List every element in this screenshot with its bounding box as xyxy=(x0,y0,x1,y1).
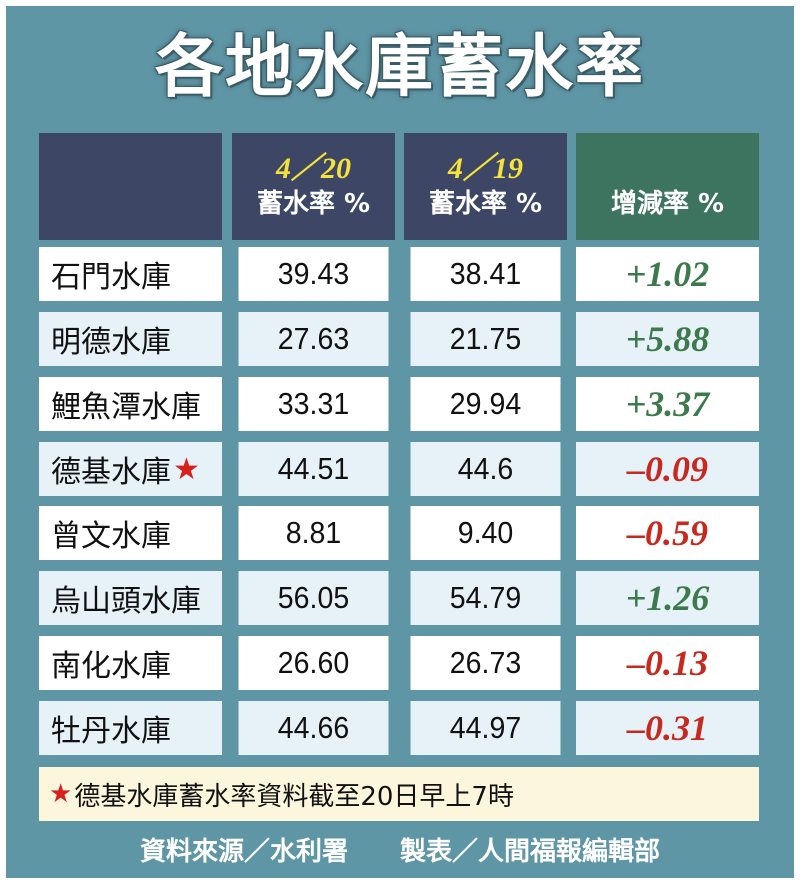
table-row-name: 烏山頭水庫 xyxy=(39,571,222,625)
table-cell-delta: +5.88 xyxy=(576,312,759,366)
table-cell-rate-0419: 21.75 xyxy=(410,312,561,366)
header-rate-label-1: 蓄水率 % xyxy=(256,188,371,219)
header-delta-cell: ​ 增減率 % xyxy=(576,133,759,240)
header-date2: 4／19 xyxy=(448,151,523,185)
page-title: 各地水庫蓄水率 xyxy=(154,28,645,107)
table-cell-rate-0419: 29.94 xyxy=(410,377,561,431)
table-cell-rate-0420: 56.05 xyxy=(238,571,389,625)
table-cell-delta: +1.02 xyxy=(576,247,759,301)
table-row-name: 鯉魚潭水庫 xyxy=(39,377,222,431)
table-row-name: 曾文水庫 xyxy=(39,506,222,560)
table-cell-rate-0420: 27.63 xyxy=(238,312,389,366)
table-row-name: 石門水庫 xyxy=(39,247,222,301)
footnote-box: ★ 德基水庫蓄水率資料截至20日早上7時 xyxy=(39,767,759,821)
table-row-name: 南化水庫 xyxy=(39,636,222,690)
table-cell-rate-0420: 26.60 xyxy=(238,636,389,690)
header-date2-cell: 4／19 蓄水率 % xyxy=(404,133,567,240)
table-cell-rate-0420: 8.81 xyxy=(238,506,389,560)
table-row-name: 明德水庫 xyxy=(39,312,222,366)
table-cell-delta: +3.37 xyxy=(576,377,759,431)
table-cell-rate-0420: 33.31 xyxy=(238,377,389,431)
header-delta-label: 增減率 % xyxy=(610,188,725,219)
table-cell-rate-0419: 44.97 xyxy=(410,701,561,755)
header-date1-cell: 4／20 蓄水率 % xyxy=(232,133,395,240)
table-cell-delta: –0.09 xyxy=(576,442,759,496)
table-cell-rate-0419: 38.41 xyxy=(410,247,561,301)
header-date1: 4／20 xyxy=(276,151,351,185)
table-cell-rate-0420: 44.51 xyxy=(238,442,389,496)
infographic-frame: 各地水庫蓄水率 4／20 蓄水率 % 4／19 蓄水率 % ​ 增減率 % 石門… xyxy=(6,6,794,878)
table-cell-rate-0419: 54.79 xyxy=(410,571,561,625)
table-cell-delta: –0.31 xyxy=(576,701,759,755)
star-icon: ★ xyxy=(173,451,200,487)
header-rate-label-2: 蓄水率 % xyxy=(428,188,543,219)
source-credit: 資料來源／水利署 製表／人間福報編輯部 xyxy=(139,837,660,867)
table-cell-delta: –0.13 xyxy=(576,636,759,690)
table-row-name: 牡丹水庫 xyxy=(39,701,222,755)
table-row-name: 德基水庫 ★ xyxy=(39,442,222,496)
table-cell-rate-0420: 39.43 xyxy=(238,247,389,301)
table-cell-rate-0419: 26.73 xyxy=(410,636,561,690)
table-cell-rate-0420: 44.66 xyxy=(238,701,389,755)
star-icon: ★ xyxy=(49,779,73,809)
table-cell-rate-0419: 44.6 xyxy=(410,442,561,496)
table-cell-delta: +1.26 xyxy=(576,571,759,625)
header-blank-cell xyxy=(39,133,222,240)
footnote-text: 德基水庫蓄水率資料截至20日早上7時 xyxy=(74,781,514,812)
table-cell-delta: –0.59 xyxy=(576,506,759,560)
table-cell-rate-0419: 9.40 xyxy=(410,506,561,560)
